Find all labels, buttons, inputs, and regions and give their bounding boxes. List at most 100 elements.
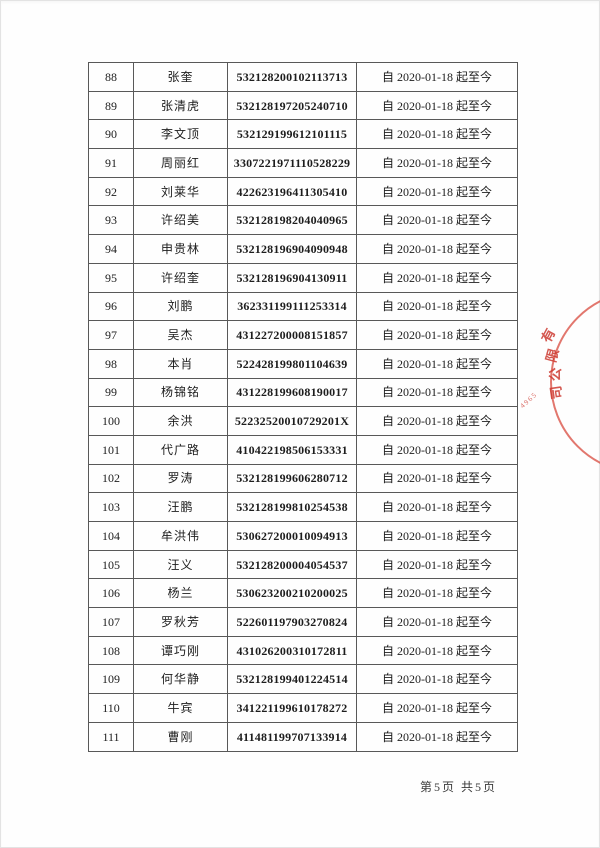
row-id-number: 411481199707133914: [227, 721, 357, 752]
row-period: 自 2020-01-18 起至今: [356, 721, 518, 752]
table-row: 109 何华静 532128199401224514 自 2020-01-18 …: [88, 664, 518, 695]
row-id-number: 522428199801104639: [227, 348, 357, 379]
row-id-number: 431026200310172811: [227, 635, 357, 666]
table-row: 97 吴杰 431227200008151857 自 2020-01-18 起至…: [88, 320, 518, 350]
row-name: 汪义: [133, 549, 228, 580]
row-period: 自 2020-01-18 起至今: [356, 635, 518, 666]
row-index: 97: [88, 320, 134, 350]
row-period: 自 2020-01-18 起至今: [356, 463, 518, 494]
table-row: 92 刘莱华 422623196411305410 自 2020-01-18 起…: [88, 176, 518, 207]
row-name: 牟洪伟: [133, 521, 228, 551]
row-period: 自 2020-01-18 起至今: [356, 578, 518, 609]
row-name: 周丽红: [133, 148, 228, 178]
row-id-number: 522601197903270824: [227, 607, 357, 637]
row-id-number: 52232520010729201X: [227, 406, 357, 436]
row-id-number: 532128198204040965: [227, 205, 357, 236]
row-name: 张清虎: [133, 90, 228, 121]
row-name: 许绍奎: [133, 262, 228, 293]
row-name: 许绍美: [133, 205, 228, 236]
row-id-number: 431227200008151857: [227, 320, 357, 350]
row-index: 100: [88, 406, 134, 436]
seal-char: 有: [538, 326, 559, 345]
row-period: 自 2020-01-18 起至今: [356, 90, 518, 121]
row-index: 96: [88, 291, 134, 322]
table-row: 98 本肖 522428199801104639 自 2020-01-18 起至…: [88, 348, 518, 379]
row-name: 杨锦铭: [133, 377, 228, 408]
row-period: 自 2020-01-18 起至今: [356, 148, 518, 178]
page-footer: 第5页 共5页: [420, 780, 498, 794]
row-period: 自 2020-01-18 起至今: [356, 664, 518, 695]
row-index: 92: [88, 176, 134, 207]
table-row: 101 代广路 410422198506153331 自 2020-01-18 …: [88, 434, 518, 465]
row-index: 104: [88, 521, 134, 551]
row-name: 刘莱华: [133, 176, 228, 207]
row-index: 110: [88, 693, 134, 723]
row-index: 107: [88, 607, 134, 637]
row-index: 94: [88, 234, 134, 264]
row-index: 106: [88, 578, 134, 609]
row-index: 102: [88, 463, 134, 494]
table-row: 90 李文顶 532129199612101115 自 2020-01-18 起…: [88, 119, 518, 150]
row-id-number: 431228199608190017: [227, 377, 357, 408]
row-id-number: 532128196904090948: [227, 234, 357, 264]
row-id-number: 341221199610178272: [227, 693, 357, 723]
row-index: 103: [88, 492, 134, 522]
table-row: 93 许绍美 532128198204040965 自 2020-01-18 起…: [88, 205, 518, 236]
row-id-number: 362331199111253314: [227, 291, 357, 322]
row-name: 刘鹏: [133, 291, 228, 322]
row-period: 自 2020-01-18 起至今: [356, 549, 518, 580]
table-row: 107 罗秋芳 522601197903270824 自 2020-01-18 …: [88, 607, 518, 637]
row-index: 111: [88, 721, 134, 752]
row-id-number: 532129199612101115: [227, 119, 357, 150]
row-index: 93: [88, 205, 134, 236]
row-period: 自 2020-01-18 起至今: [356, 607, 518, 637]
table-row: 99 杨锦铭 431228199608190017 自 2020-01-18 起…: [88, 377, 518, 408]
table-row: 106 杨兰 530623200210200025 自 2020-01-18 起…: [88, 578, 518, 609]
row-name: 汪鹏: [133, 492, 228, 522]
table-row: 103 汪鹏 532128199810254538 自 2020-01-18 起…: [88, 492, 518, 522]
row-index: 108: [88, 635, 134, 666]
row-period: 自 2020-01-18 起至今: [356, 320, 518, 350]
table-row: 95 许绍奎 532128196904130911 自 2020-01-18 起…: [88, 262, 518, 293]
row-index: 105: [88, 549, 134, 580]
row-period: 自 2020-01-18 起至今: [356, 521, 518, 551]
table-row: 91 周丽红 3307221971110528229 自 2020-01-18 …: [88, 148, 518, 178]
seal-char: 司: [548, 384, 565, 401]
row-id-number: 532128199401224514: [227, 664, 357, 695]
row-period: 自 2020-01-18 起至今: [356, 693, 518, 723]
row-name: 曹刚: [133, 721, 228, 752]
row-id-number: 410422198506153331: [227, 434, 357, 465]
row-index: 91: [88, 148, 134, 178]
row-index: 89: [88, 90, 134, 121]
row-index: 95: [88, 262, 134, 293]
row-index: 98: [88, 348, 134, 379]
row-name: 杨兰: [133, 578, 228, 609]
row-name: 罗秋芳: [133, 607, 228, 637]
row-name: 本肖: [133, 348, 228, 379]
row-name: 何华静: [133, 664, 228, 695]
row-period: 自 2020-01-18 起至今: [356, 434, 518, 465]
table-row: 94 申贵林 532128196904090948 自 2020-01-18 起…: [88, 234, 518, 264]
row-name: 吴杰: [133, 320, 228, 350]
row-id-number: 532128197205240710: [227, 90, 357, 121]
row-name: 申贵林: [133, 234, 228, 264]
row-name: 谭巧刚: [133, 635, 228, 666]
table-row: 108 谭巧刚 431026200310172811 自 2020-01-18 …: [88, 635, 518, 666]
table-row: 102 罗涛 532128199606280712 自 2020-01-18 起…: [88, 463, 518, 494]
row-id-number: 532128199606280712: [227, 463, 357, 494]
row-index: 90: [88, 119, 134, 150]
table-row: 89 张清虎 532128197205240710 自 2020-01-18 起…: [88, 90, 518, 121]
row-period: 自 2020-01-18 起至今: [356, 406, 518, 436]
table-row: 110 牛宾 341221199610178272 自 2020-01-18 起…: [88, 693, 518, 723]
row-period: 自 2020-01-18 起至今: [356, 119, 518, 150]
roster-table: 88 张奎 532128200102113713 自 2020-01-18 起至…: [88, 62, 518, 752]
row-id-number: 532128200102113713: [227, 62, 357, 92]
row-id-number: 532128200004054537: [227, 549, 357, 580]
row-name: 李文顶: [133, 119, 228, 150]
row-period: 自 2020-01-18 起至今: [356, 492, 518, 522]
row-period: 自 2020-01-18 起至今: [356, 348, 518, 379]
row-name: 代广路: [133, 434, 228, 465]
table-row: 104 牟洪伟 530627200010094913 自 2020-01-18 …: [88, 521, 518, 551]
row-period: 自 2020-01-18 起至今: [356, 62, 518, 92]
